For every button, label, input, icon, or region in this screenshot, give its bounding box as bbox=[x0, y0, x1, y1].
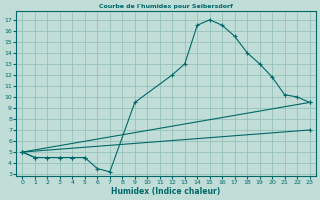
Title: Courbe de l'humidex pour Seibersdorf: Courbe de l'humidex pour Seibersdorf bbox=[99, 4, 233, 9]
X-axis label: Humidex (Indice chaleur): Humidex (Indice chaleur) bbox=[111, 187, 221, 196]
